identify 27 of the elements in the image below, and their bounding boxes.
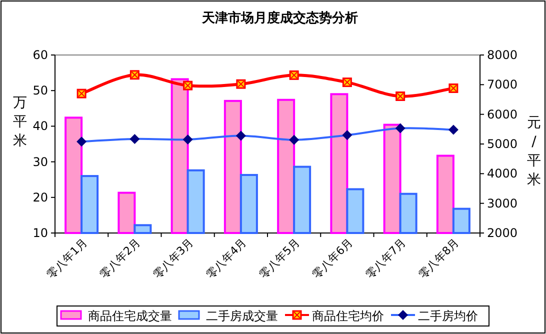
legend-label: 二手房均价 (418, 309, 478, 323)
chart-title: 天津市场月度成交态势分析 (201, 10, 358, 26)
y2-tick-label: 7000 (487, 78, 518, 92)
x-tick-label: 零八年3月 (150, 236, 196, 282)
y2-tick-label: 3000 (487, 196, 518, 210)
y-tick-label: 30 (32, 154, 48, 169)
x-tick-label: 零八年4月 (204, 236, 250, 282)
y-tick-label: 60 (32, 48, 48, 62)
x-tick-label: 零八年8月 (416, 236, 462, 282)
y2-tick-label: 8000 (487, 48, 518, 62)
y2-tick-label: 2000 (487, 226, 518, 240)
x-tick-label: 零八年5月 (256, 236, 302, 282)
y-tick-label: 20 (32, 190, 48, 204)
y2-tick-label: 5000 (487, 137, 518, 151)
y-tick-label: 10 (32, 226, 48, 240)
legend-label: 商品住宅均价 (312, 309, 384, 323)
x-tick-label: 零八年2月 (98, 236, 143, 282)
legend-label: 二手房成交量 (206, 309, 278, 323)
y-tick-label: 50 (32, 84, 48, 98)
y-tick-label: 40 (32, 119, 48, 134)
legend-label: 商品住宅成交量 (88, 309, 172, 323)
x-tick-label: 零八年6月 (310, 236, 356, 282)
y2-axis-title: 元/平米 (527, 115, 541, 188)
y2-tick-label: 6000 (487, 107, 518, 122)
y2-tick-label: 4000 (487, 166, 518, 181)
x-tick-label: 零八年7月 (363, 236, 408, 282)
y-axis-title: 万平米 (13, 95, 27, 149)
